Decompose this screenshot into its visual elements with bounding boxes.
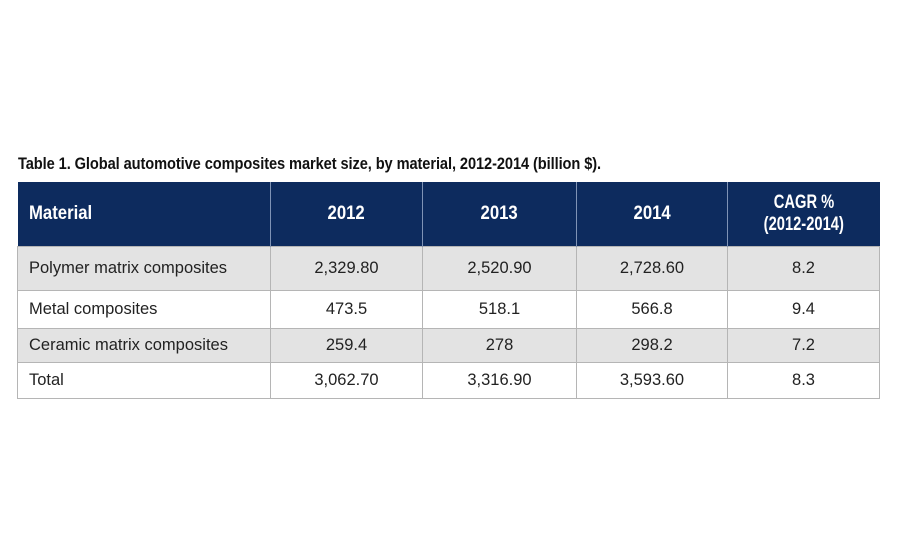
cell-material: Metal composites bbox=[17, 290, 271, 329]
cell-value-2013: 278 bbox=[422, 328, 577, 363]
header-label: 2013 bbox=[480, 203, 519, 224]
cell-material: Ceramic matrix composites bbox=[17, 328, 271, 363]
cell-value-2014: 566.8 bbox=[576, 290, 728, 329]
table-row: Metal composites 473.5 518.1 566.8 9.4 bbox=[17, 290, 880, 329]
header-cagr-line1: CAGR % bbox=[773, 192, 835, 213]
cell-value-2013: 518.1 bbox=[422, 290, 577, 329]
table-row: Ceramic matrix composites 259.4 278 298.2 7.… bbox=[17, 328, 880, 363]
cell-value-2012: 3,062.70 bbox=[270, 362, 423, 399]
table-caption: Table 1. Global automotive composites ma… bbox=[18, 154, 602, 173]
cell-value-2014: 3,593.60 bbox=[576, 362, 728, 399]
header-label: 2012 bbox=[327, 203, 366, 224]
cell-material: Polymer matrix composites bbox=[17, 246, 271, 291]
header-2014: 2014 bbox=[576, 182, 728, 247]
header-label: CAGR % (2012-2014) bbox=[758, 192, 849, 236]
cell-value-2014: 2,728.60 bbox=[576, 246, 728, 291]
table-row: Total 3,062.70 3,316.90 3,593.60 8.3 bbox=[17, 362, 880, 399]
table-header-row: Material 2012 2013 2014 CAGR % (2012-2014… bbox=[17, 182, 880, 247]
cell-cagr: 7.2 bbox=[727, 328, 880, 363]
table-row: Polymer matrix composites 2,329.80 2,520.9… bbox=[17, 246, 880, 291]
cell-cagr: 8.2 bbox=[727, 246, 880, 291]
header-cagr-line2: (2012-2014) bbox=[763, 214, 844, 235]
header-label: Material bbox=[28, 203, 92, 224]
header-cagr: CAGR % (2012-2014) bbox=[727, 182, 880, 247]
cell-value-2013: 3,316.90 bbox=[422, 362, 577, 399]
cell-value-2012: 2,329.80 bbox=[270, 246, 423, 291]
cell-cagr: 8.3 bbox=[727, 362, 880, 399]
header-2013: 2013 bbox=[422, 182, 577, 247]
cell-cagr: 9.4 bbox=[727, 290, 880, 329]
cell-value-2014: 298.2 bbox=[576, 328, 728, 363]
header-label: 2014 bbox=[633, 203, 671, 224]
header-2012: 2012 bbox=[270, 182, 423, 247]
header-material: Material bbox=[17, 182, 271, 247]
cell-value-2012: 473.5 bbox=[270, 290, 423, 329]
cell-value-2013: 2,520.90 bbox=[422, 246, 577, 291]
cell-material: Total bbox=[17, 362, 271, 399]
market-size-table: Material 2012 2013 2014 CAGR % (2012-2014… bbox=[17, 182, 880, 399]
cell-value-2012: 259.4 bbox=[270, 328, 423, 363]
